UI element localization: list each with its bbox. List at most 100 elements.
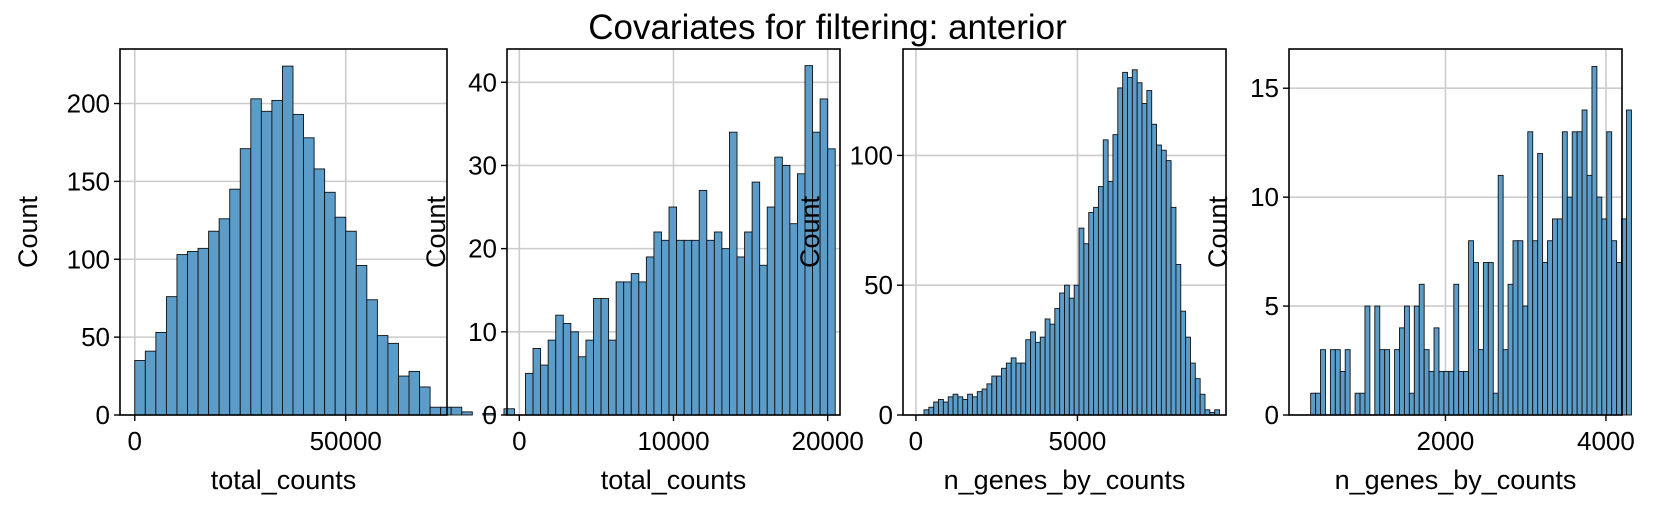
- histogram-bar: [324, 191, 336, 416]
- histogram-bar: [1448, 370, 1455, 416]
- histogram-bar: [962, 398, 969, 416]
- histogram-bar: [1453, 283, 1460, 416]
- y-tick-label: 20: [468, 234, 497, 264]
- histogram-bar: [1049, 323, 1056, 416]
- histogram-bar: [1556, 218, 1563, 416]
- histogram-bar: [947, 396, 954, 416]
- histogram-bar: [981, 388, 988, 416]
- histogram-bar: [1329, 349, 1336, 416]
- y-tick-label: 0: [483, 400, 497, 430]
- histogram-bar: [991, 375, 998, 416]
- histogram-bar: [1059, 292, 1065, 416]
- histogram-bar: [1180, 310, 1187, 416]
- histogram-bar: [1399, 327, 1405, 416]
- histogram-bar: [957, 396, 964, 416]
- histogram-bar: [1354, 392, 1361, 416]
- y-axis-label: Count: [13, 195, 43, 268]
- histogram-bar: [1034, 341, 1041, 416]
- x-tick-label: 50000: [310, 426, 382, 456]
- y-tick-label: 15: [1250, 73, 1279, 103]
- histogram-bar: [1165, 160, 1172, 416]
- histogram-bar: [1068, 297, 1075, 416]
- histogram-bar: [812, 131, 821, 416]
- histogram-bar: [759, 264, 768, 416]
- histogram-bar: [1146, 90, 1153, 416]
- histogram-bar: [1320, 349, 1326, 416]
- histogram-bar: [1175, 263, 1182, 416]
- histogram-bar: [387, 342, 399, 416]
- histogram-bar: [440, 406, 452, 416]
- plot-frame: [902, 48, 1227, 416]
- histogram-bar: [668, 206, 678, 416]
- y-tick-label: 10: [468, 317, 497, 347]
- histogram-bar: [1542, 262, 1548, 416]
- histogram-bar: [1315, 392, 1321, 416]
- histogram-bar: [313, 168, 326, 416]
- histogram-bar: [1054, 308, 1061, 416]
- x-axis-label: n_genes_by_counts: [944, 465, 1186, 495]
- x-tick-label: 10000: [637, 426, 709, 456]
- histogram-bar: [1001, 367, 1007, 416]
- figure-title: Covariates for filtering: anterior: [588, 8, 1067, 47]
- histogram-bar: [1185, 336, 1191, 416]
- x-tick-label: 0: [512, 426, 526, 456]
- histogram-bar: [165, 296, 178, 416]
- histogram-bar: [1527, 131, 1534, 416]
- histogram-bar: [928, 406, 935, 416]
- y-tick-label: 5: [1265, 291, 1279, 321]
- histogram-bar: [197, 247, 210, 416]
- histogram-bar: [736, 256, 746, 416]
- histogram-bar: [1418, 283, 1425, 416]
- y-tick-label: 0: [879, 400, 893, 430]
- histogram-bar: [706, 239, 715, 416]
- x-axis-label: total_counts: [211, 465, 357, 495]
- histogram-bar: [134, 360, 146, 416]
- histogram-bar: [1571, 131, 1578, 416]
- histogram-bar: [1497, 174, 1504, 416]
- x-tick-label: 2000: [1417, 426, 1475, 456]
- histogram-bar: [751, 181, 761, 416]
- histogram-bar: [229, 188, 241, 416]
- histogram-bar: [996, 375, 1002, 416]
- y-tick-label: 0: [96, 400, 110, 430]
- histogram-bar: [1160, 149, 1167, 416]
- histogram-bar: [334, 216, 347, 416]
- histogram-bar: [623, 281, 632, 416]
- histogram-bar: [721, 248, 730, 416]
- histogram-bar: [1131, 69, 1138, 416]
- histogram-panel-3: 0 5000 0 50 100 n_genes_by_counts Count: [795, 48, 1227, 495]
- histogram-bar: [976, 391, 983, 416]
- histogram-bar: [547, 339, 557, 416]
- histogram-bar: [1517, 240, 1524, 416]
- histogram-bar: [1611, 240, 1618, 416]
- histogram-bar: [1492, 392, 1499, 416]
- histogram-bar: [713, 231, 723, 416]
- histogram-bar: [1532, 240, 1539, 416]
- histogram-bar: [1379, 349, 1386, 416]
- histogram-bar: [1408, 392, 1415, 416]
- histogram-bar: [239, 148, 252, 416]
- histogram-bar: [645, 256, 655, 416]
- histogram-bar: [1020, 362, 1027, 416]
- histogram-bar: [1170, 206, 1177, 416]
- histogram-bar: [1606, 131, 1613, 416]
- y-tick-label: 50: [864, 270, 893, 300]
- histogram-bar: [608, 339, 617, 416]
- x-tick-label: 20000: [792, 426, 864, 456]
- histogram-bar: [1083, 243, 1090, 416]
- histogram-bar: [967, 393, 973, 416]
- histogram-bar: [303, 137, 315, 416]
- x-tick-label: 5000: [1048, 426, 1106, 456]
- histogram-bar: [355, 265, 368, 416]
- y-tick-label: 0: [1265, 400, 1279, 430]
- histogram-bar: [1359, 392, 1366, 416]
- histogram-bar: [1015, 362, 1022, 416]
- histogram-bar: [525, 372, 534, 416]
- histogram-bar: [942, 401, 949, 416]
- histogram-bar: [1384, 349, 1391, 416]
- histogram-bar: [281, 65, 294, 416]
- histogram-bar: [570, 331, 579, 416]
- histogram-bar: [155, 332, 167, 416]
- histogram-bar: [1394, 349, 1400, 416]
